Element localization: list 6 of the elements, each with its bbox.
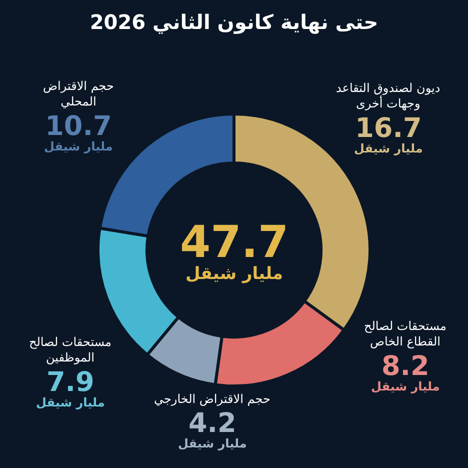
slice-label: ديون لصندوق التقاعد وجهات أخرى (336, 81, 440, 111)
slice-label: مستحقات لصالح القطاع الخاص (364, 319, 446, 349)
slice-label: حجم الاقتراض المحلي (43, 79, 114, 109)
chart-title: حتى نهاية كانون الثاني 2026 (90, 10, 378, 34)
slice-label: مستحقات لصالح الموظفين (29, 335, 112, 365)
slice-label: حجم الاقتراض الخارجي (154, 392, 270, 406)
